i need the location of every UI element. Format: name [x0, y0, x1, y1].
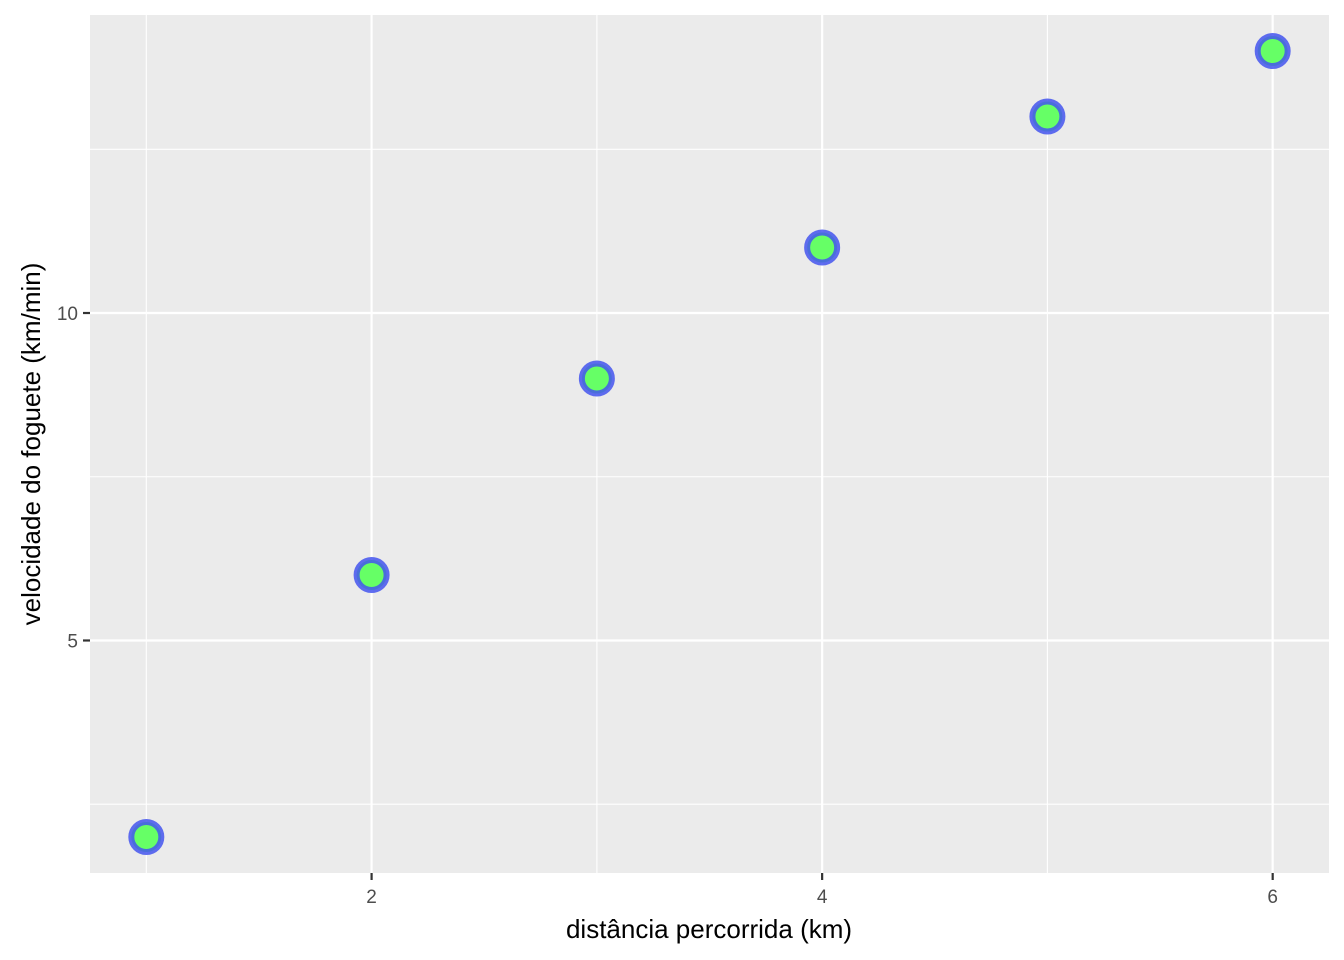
data-point	[804, 229, 841, 266]
x-tick-label: 6	[1267, 887, 1278, 908]
x-axis-title: distância percorrida (km)	[566, 914, 852, 944]
plot-panel	[90, 15, 1329, 873]
axes: 2 4 6 5 10	[57, 304, 1278, 908]
x-tick-label: 4	[817, 887, 828, 908]
data-point	[353, 556, 390, 593]
data-point	[1029, 98, 1066, 135]
data-points	[128, 33, 1291, 855]
x-tick-label: 2	[366, 887, 377, 908]
grid-lines	[90, 15, 1329, 873]
y-tick-label: 5	[67, 631, 78, 652]
data-point	[578, 360, 615, 397]
y-tick-label: 10	[57, 304, 78, 325]
data-point	[1254, 33, 1291, 70]
y-axis-title: velocidade do foguete (km/min)	[16, 263, 46, 626]
data-point	[128, 818, 165, 855]
